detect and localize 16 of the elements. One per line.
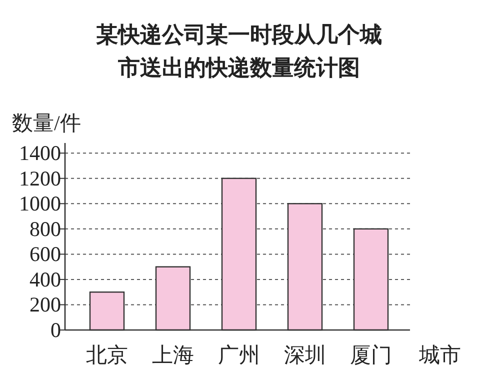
y-tick-label: 800: [30, 216, 61, 241]
y-axis-title: 数量/件: [12, 111, 81, 135]
y-tick-label: 200: [30, 292, 61, 317]
y-tick-label: 1400: [19, 141, 61, 166]
x-tick-label: 广州: [218, 343, 260, 367]
y-tick-label: 400: [30, 267, 61, 292]
x-tick-label: 上海: [152, 343, 194, 367]
x-axis-title: 城市: [418, 343, 461, 367]
x-tick-label: 深圳: [284, 343, 326, 367]
x-tick-label: 北京: [86, 343, 128, 367]
chart-title: 某快递公司某一时段从几个城市送出的快递数量统计图: [95, 21, 383, 82]
y-tick-label: 0: [50, 318, 61, 342]
x-tick-label: 厦门: [350, 343, 392, 367]
y-tick-label: 1200: [19, 166, 61, 190]
y-tick-label: 1000: [19, 192, 61, 216]
y-tick-label: 600: [30, 242, 61, 266]
